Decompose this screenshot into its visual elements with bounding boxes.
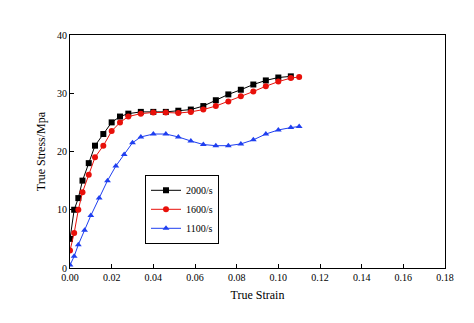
- svg-text:1100/s: 1100/s: [186, 223, 212, 234]
- svg-text:0.18: 0.18: [436, 272, 454, 283]
- svg-text:0.16: 0.16: [395, 272, 413, 283]
- svg-text:20: 20: [57, 146, 67, 157]
- svg-text:0.12: 0.12: [311, 272, 329, 283]
- svg-text:1600/s: 1600/s: [186, 204, 213, 215]
- svg-text:0.02: 0.02: [103, 272, 121, 283]
- svg-text:0.08: 0.08: [228, 272, 246, 283]
- svg-text:40: 40: [57, 30, 67, 41]
- svg-text:True Strain: True Strain: [231, 288, 285, 302]
- svg-text:0.14: 0.14: [353, 272, 371, 283]
- svg-text:0.06: 0.06: [186, 272, 204, 283]
- svg-text:True Stress/Mpa: True Stress/Mpa: [34, 111, 48, 191]
- svg-text:0: 0: [62, 263, 67, 274]
- svg-text:0.00: 0.00: [61, 272, 79, 283]
- svg-text:2000/s: 2000/s: [186, 185, 213, 196]
- svg-text:10: 10: [57, 204, 67, 215]
- svg-text:30: 30: [57, 88, 67, 99]
- svg-text:0.10: 0.10: [270, 272, 288, 283]
- svg-text:0.04: 0.04: [145, 272, 163, 283]
